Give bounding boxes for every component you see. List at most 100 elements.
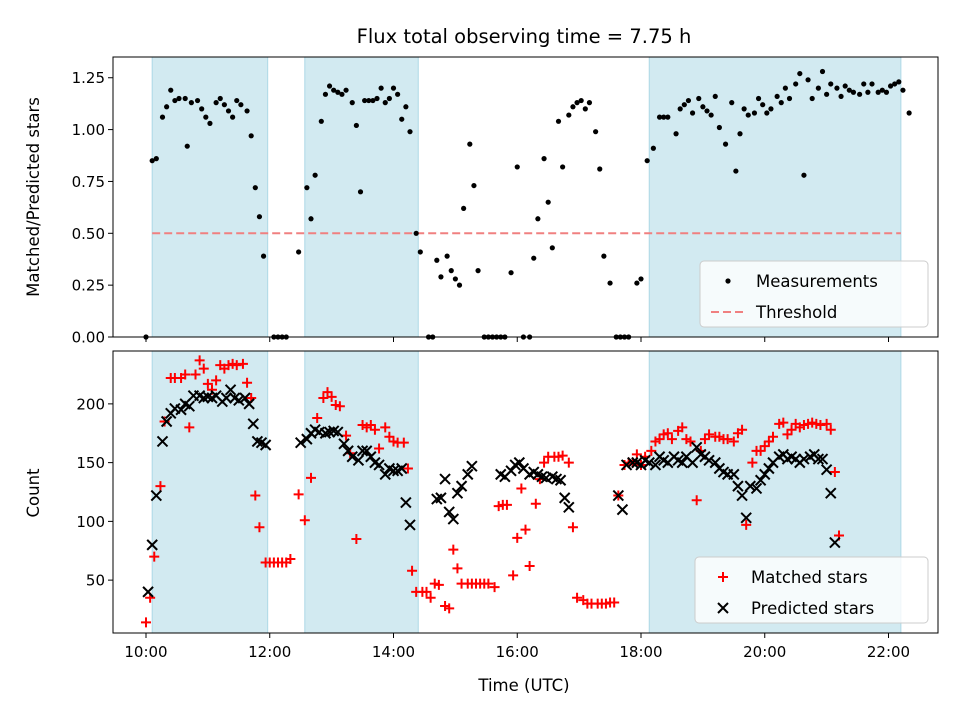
measurement-point	[153, 156, 159, 162]
measurement-point	[308, 216, 314, 222]
measurement-point	[809, 95, 815, 102]
matched-stars-point	[407, 565, 418, 576]
predicted-stars-point	[342, 445, 354, 457]
measurement-point	[865, 89, 871, 95]
matched-stars-point	[646, 445, 657, 456]
matched-stars-point	[786, 424, 797, 435]
matched-stars-point	[202, 378, 213, 389]
measurement-point	[535, 216, 541, 222]
y-tick-label: 100	[76, 513, 105, 531]
y-tick-label: 0.25	[72, 277, 105, 295]
measurement-point	[172, 97, 178, 104]
matched-stars-point	[557, 450, 568, 461]
predicted-stars-point	[156, 435, 169, 448]
y-tick-label: 0.00	[72, 329, 105, 347]
measurement-point	[597, 166, 603, 172]
predicted-stars-point	[160, 415, 173, 428]
matched-stars-point	[250, 490, 261, 501]
matched-stars-point	[516, 483, 527, 494]
x-tick-label: 20:00	[743, 643, 786, 661]
measurement-point	[194, 97, 201, 104]
matched-stars-point	[741, 519, 752, 530]
measurement-point	[883, 89, 890, 95]
matched-stars-point	[149, 551, 160, 562]
predicted-stars-point	[825, 487, 837, 499]
measurement-point	[751, 110, 758, 116]
measurement-point	[760, 102, 766, 108]
observing-window-shade	[304, 56, 419, 338]
matched-stars-point	[194, 355, 205, 366]
measurement-point	[304, 185, 310, 191]
measurement-point	[879, 87, 885, 93]
legend-label: Predicted stars	[751, 599, 874, 618]
matched-stars-point	[483, 578, 494, 589]
measurement-point	[638, 276, 644, 282]
measurement-point	[390, 85, 397, 91]
predicted-stars-point	[558, 492, 571, 504]
matched-stars-point	[666, 434, 677, 445]
chart-title: Flux total observing time = 7.75 h	[357, 25, 692, 48]
measurement-point	[366, 97, 372, 104]
legend-label: Threshold	[755, 303, 837, 322]
measurement-point	[164, 104, 170, 110]
predicted-stars-point	[243, 398, 255, 410]
measurement-point	[176, 95, 182, 102]
predicted-stars-point	[763, 462, 775, 475]
matched-stars-point	[231, 360, 242, 371]
matched-stars-point	[254, 522, 265, 533]
matched-stars-point	[768, 431, 778, 442]
matched-stars-point	[293, 489, 304, 500]
x-tick-label: 22:00	[867, 643, 910, 661]
measurement-point	[471, 182, 477, 189]
measurement-point	[386, 95, 392, 102]
y-tick-label: 50	[86, 572, 105, 590]
measurement-point	[339, 91, 345, 97]
x-tick-label: 14:00	[372, 643, 415, 661]
y-tick-label: 1.25	[72, 69, 105, 87]
predicted-stars-point	[466, 460, 478, 472]
matched-stars-point	[677, 422, 688, 433]
x-tick-label: 12:00	[248, 643, 291, 661]
predicted-stars-point	[352, 454, 365, 466]
matched-stars-point	[326, 391, 337, 402]
matched-stars-point	[728, 436, 739, 447]
predicted-stars-point	[451, 487, 464, 499]
matched-stars-point	[402, 463, 413, 474]
measurement-point	[514, 164, 520, 170]
measurement-point	[434, 257, 440, 263]
measurement-point	[722, 141, 729, 147]
measurement-point	[318, 118, 324, 124]
legend: Matched stars Predicted stars	[694, 556, 929, 624]
measurement-point	[786, 95, 793, 102]
predicted-stars-point	[754, 474, 767, 486]
predicted-stars-point	[554, 474, 567, 486]
predicted-stars-point	[513, 456, 526, 469]
measurement-point	[475, 268, 481, 274]
matched-stars-point	[398, 437, 409, 448]
measurement-point	[582, 106, 588, 112]
matched-stars-point	[141, 617, 151, 628]
measurement-point	[797, 70, 803, 77]
measurement-point	[417, 249, 423, 255]
matched-stars-point	[312, 412, 323, 423]
x-axis-label: Time (UTC)	[477, 676, 569, 695]
predicted-stars-point	[676, 456, 688, 469]
measurement-point	[357, 189, 364, 195]
measurement-point	[838, 93, 844, 100]
matched-stars-point	[501, 499, 512, 510]
predicted-stars-point	[233, 394, 245, 407]
predicted-stars-point	[816, 453, 829, 465]
measurement-point	[403, 104, 409, 110]
matched-stars-point	[155, 481, 166, 492]
measurement-point	[846, 87, 852, 93]
measurement-point	[452, 276, 458, 282]
measurement-point	[774, 93, 780, 100]
measurement-point	[586, 100, 593, 106]
matched-stars-point	[520, 524, 531, 535]
observing-window-shade	[151, 56, 269, 338]
predicted-stars-point	[643, 456, 655, 469]
predicted-stars-point	[740, 512, 752, 524]
measurement-point	[531, 255, 537, 261]
predicted-stars-point	[247, 418, 259, 430]
measurement-point	[378, 85, 384, 91]
